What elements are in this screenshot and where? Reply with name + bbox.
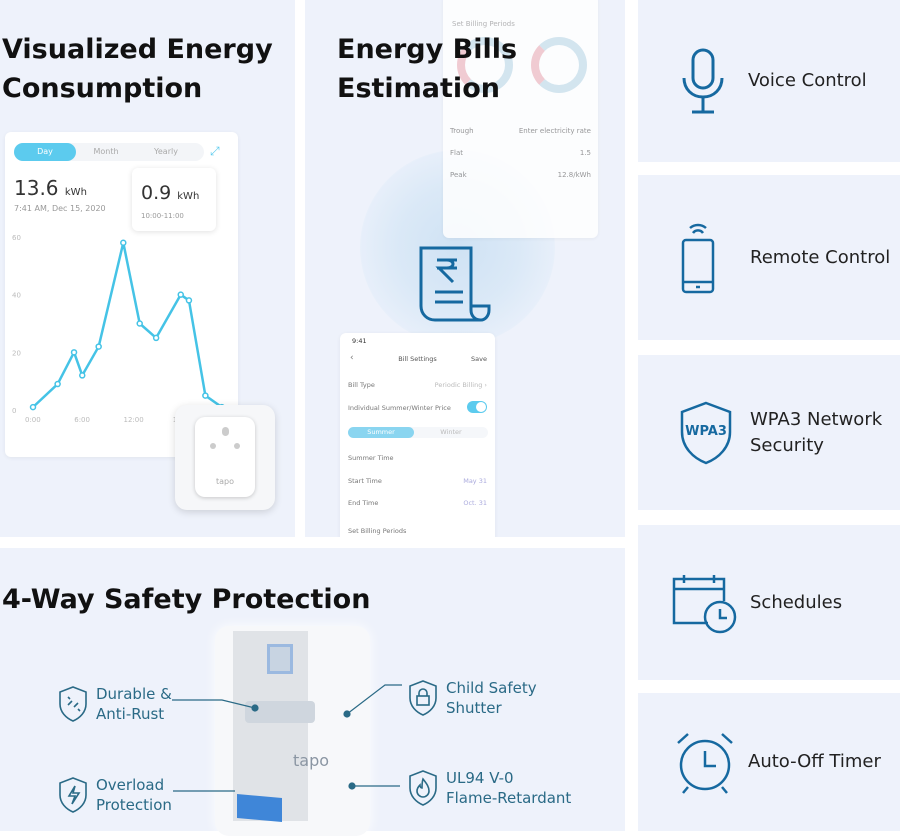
start-time-value[interactable]: May 31	[463, 477, 487, 485]
series-line	[32, 241, 223, 409]
callout-flame-retardant: UL94 V-0 Flame-Retardant	[408, 768, 571, 808]
wpa3-shield-icon: WPA3	[678, 400, 734, 466]
data-point	[177, 291, 184, 298]
save-button[interactable]: Save	[471, 355, 487, 363]
feature-remote-control: Remote Control	[638, 175, 900, 340]
callout-durable: Durable & Anti-Rust	[58, 684, 172, 724]
set-billing-periods[interactable]: Set Billing Periods	[348, 527, 407, 535]
data-point	[185, 297, 193, 304]
rate-row: Trough Enter electricity rate	[450, 127, 591, 135]
expand-icon[interactable]: ⤢	[210, 144, 220, 158]
feature-voice-control: Voice Control	[638, 0, 900, 162]
alarm-clock-icon	[677, 733, 733, 794]
energy-app-card: Day Month Yearly ⤢ 13.6 kWh 7:41 AM, Dec…	[5, 132, 238, 457]
rupee-bill-icon	[419, 246, 491, 322]
end-time-value[interactable]: Oct. 31	[463, 499, 487, 507]
calendar-clock-icon	[672, 574, 737, 633]
data-point	[152, 334, 160, 342]
feature-wpa3: WPA3 WPA3 Network Security	[638, 355, 900, 510]
callout-overload: Overload Protection	[58, 775, 172, 815]
callout-child-safety: Child Safety Shutter	[408, 678, 537, 718]
shield-flame-icon	[409, 770, 437, 806]
hour-card: 0.9 kWh 10:00-11:00	[132, 168, 216, 231]
tab-day[interactable]: Day	[14, 143, 76, 161]
shield-lock-icon	[409, 680, 437, 716]
total-time: 7:41 AM, Dec 15, 2020	[14, 204, 106, 213]
energy-panel: Visualized Energy Consumption Day Month Y…	[0, 0, 295, 537]
safety-panel: 4-Way Safety Protection tapo Durable & An…	[0, 548, 625, 836]
feature-schedules: Schedules	[638, 525, 900, 680]
bill-type-select[interactable]: Periodic Billing ›	[434, 381, 487, 389]
summer-winter-toggle[interactable]	[467, 401, 487, 413]
tab-summer[interactable]: Summer	[348, 427, 414, 438]
total-energy: 13.6 kWh	[14, 176, 87, 200]
bills-title: Energy Bills Estimation	[337, 34, 518, 104]
billing-periods-card: Set Billing Periods Trough Enter electric…	[443, 0, 598, 238]
data-point	[120, 239, 127, 247]
safety-title: 4-Way Safety Protection	[2, 584, 371, 615]
shield-lightning-icon	[59, 777, 87, 813]
y-tick-label: 60	[12, 234, 21, 242]
smart-plug-image: tapo	[175, 405, 275, 510]
microphone-icon	[682, 48, 724, 114]
data-point	[29, 403, 37, 411]
x-tick-label: 6:00	[74, 416, 90, 424]
feature-auto-off-timer: Auto-Off Timer	[638, 693, 900, 831]
x-tick-label: 12:00	[124, 416, 144, 424]
tab-month[interactable]: Month	[93, 147, 119, 156]
y-tick-label: 40	[12, 292, 21, 300]
data-point	[202, 392, 209, 399]
shield-broken-link-icon	[59, 686, 87, 722]
bills-panel: Set Billing Periods Trough Enter electric…	[305, 0, 625, 537]
rate-row: Peak 12.8/kWh	[450, 171, 591, 179]
tab-yearly[interactable]: Yearly	[154, 147, 178, 156]
data-point	[70, 349, 78, 356]
data-point	[136, 320, 143, 327]
bill-settings-phone: 9:41 ‹ Bill Settings Save Bill Type Peri…	[340, 333, 495, 537]
data-point	[54, 380, 61, 388]
back-icon[interactable]: ‹	[350, 353, 354, 363]
y-tick-label: 20	[12, 349, 21, 357]
tab-winter[interactable]: Winter	[440, 428, 462, 436]
data-point	[95, 343, 102, 350]
x-tick-label: 0:00	[25, 416, 41, 424]
energy-title: Visualized Energy Consumption	[2, 34, 273, 104]
rate-row: Flat 1.5	[450, 149, 591, 157]
plug-internals-image: tapo	[215, 626, 370, 836]
y-tick-label: 0	[12, 407, 16, 415]
callout-lines	[172, 684, 402, 792]
phone-wireless-icon	[681, 223, 715, 294]
data-point	[79, 372, 86, 379]
